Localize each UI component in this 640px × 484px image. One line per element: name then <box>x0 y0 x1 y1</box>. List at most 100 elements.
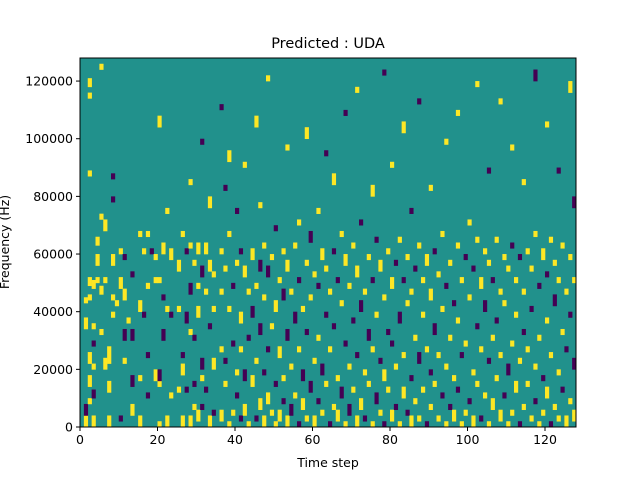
heatmap-cell <box>413 398 418 405</box>
heatmap-cell <box>370 277 375 284</box>
heatmap-cell <box>122 357 127 364</box>
plot-area <box>80 58 577 428</box>
heatmap-cell <box>490 334 495 341</box>
heatmap-cell <box>188 179 193 186</box>
heatmap-cell <box>87 352 92 364</box>
heatmap-cell <box>281 288 286 301</box>
heatmap-cell <box>126 317 131 324</box>
heatmap-cell <box>475 236 480 243</box>
heatmap-cell <box>87 294 92 301</box>
heatmap-cell <box>328 288 333 295</box>
heatmap-cell <box>510 409 515 416</box>
heatmap-cell <box>359 398 364 410</box>
heatmap-cell <box>107 346 112 364</box>
heatmap-cell <box>285 259 290 272</box>
heatmap-cell <box>138 375 143 382</box>
heatmap-cell <box>397 236 402 243</box>
heatmap-cell <box>331 248 337 255</box>
heatmap-cell <box>145 352 151 359</box>
heatmap-cell <box>138 415 143 428</box>
heatmap-cell <box>250 375 255 387</box>
heatmap-cell <box>343 109 348 116</box>
heatmap-cell <box>188 415 193 428</box>
x-tick-label: 0 <box>76 432 84 447</box>
heatmap-cell <box>390 409 395 422</box>
heatmap-cell <box>142 311 147 318</box>
heatmap-cell <box>200 138 205 145</box>
heatmap-cell <box>138 230 143 238</box>
heatmap-cell <box>440 305 445 312</box>
heatmap-cell <box>118 415 123 422</box>
heatmap-cell <box>227 150 232 163</box>
heatmap-cell <box>281 398 286 405</box>
heatmap-cell <box>382 294 387 301</box>
heatmap-cell <box>382 421 387 428</box>
heatmap-cell <box>529 415 534 422</box>
heatmap-cell <box>541 375 546 382</box>
heatmap-cell <box>533 398 538 405</box>
heatmap-cell <box>436 352 441 359</box>
heatmap-cell <box>235 207 240 214</box>
heatmap-cell <box>510 340 515 347</box>
heatmap-cell <box>506 265 511 272</box>
heatmap-cell <box>91 279 96 289</box>
heatmap-cell <box>149 248 154 255</box>
heatmap-cell <box>157 421 162 428</box>
heatmap-cell <box>157 369 162 382</box>
heatmap-cell <box>304 127 309 140</box>
heatmap-cell <box>564 415 569 428</box>
heatmap-cell <box>556 167 561 174</box>
heatmap-cell <box>266 265 271 278</box>
heatmap-cell <box>103 357 108 370</box>
heatmap-cell <box>91 415 96 428</box>
heatmap-cell <box>331 403 337 411</box>
heatmap-cell <box>111 196 116 203</box>
heatmap-cell <box>269 254 275 261</box>
heatmap-cell <box>235 369 240 376</box>
heatmap-cell <box>300 398 306 410</box>
heatmap-cell <box>91 340 96 347</box>
heatmap-cell <box>351 386 356 393</box>
heatmap-cell <box>180 230 185 238</box>
heatmap-cell <box>277 346 282 359</box>
heatmap-cell <box>537 334 542 341</box>
heatmap-cell <box>312 357 317 364</box>
heatmap-cell <box>359 219 364 226</box>
heatmap-cell <box>401 352 406 359</box>
heatmap-cell <box>366 380 371 387</box>
heatmap-cell <box>390 161 395 168</box>
heatmap-cell <box>440 392 445 399</box>
heatmap-cell <box>490 398 495 410</box>
heatmap-cell <box>176 386 182 393</box>
heatmap-cell <box>417 352 422 364</box>
heatmap-cell <box>486 357 492 364</box>
heatmap-cell <box>289 403 294 416</box>
heatmap-cell <box>293 242 298 249</box>
heatmap-cell <box>393 259 399 266</box>
heatmap-cell <box>145 230 151 238</box>
heatmap-cell <box>308 294 313 301</box>
heatmap-cell <box>417 242 422 249</box>
heatmap-cell <box>316 207 321 214</box>
heatmap-cell <box>568 398 573 405</box>
heatmap-cell <box>122 254 127 261</box>
heatmap-cell <box>176 259 182 272</box>
heatmap-cell <box>498 409 503 422</box>
heatmap-cell <box>285 328 290 341</box>
heatmap-cell <box>347 363 352 370</box>
heatmap-cell <box>324 150 329 157</box>
heatmap-cell <box>393 403 399 411</box>
heatmap-cell <box>541 409 546 416</box>
heatmap-cell <box>165 305 170 312</box>
heatmap-cell <box>300 305 306 312</box>
heatmap-cell <box>417 415 422 422</box>
heatmap-cell <box>153 254 158 261</box>
heatmap-cell <box>227 421 232 428</box>
heatmap-cell <box>246 334 251 341</box>
heatmap-cell <box>533 69 538 82</box>
heatmap-cell <box>359 300 364 312</box>
heatmap-cell <box>405 254 410 261</box>
heatmap-cell <box>510 144 515 151</box>
heatmap-cell <box>486 421 492 428</box>
